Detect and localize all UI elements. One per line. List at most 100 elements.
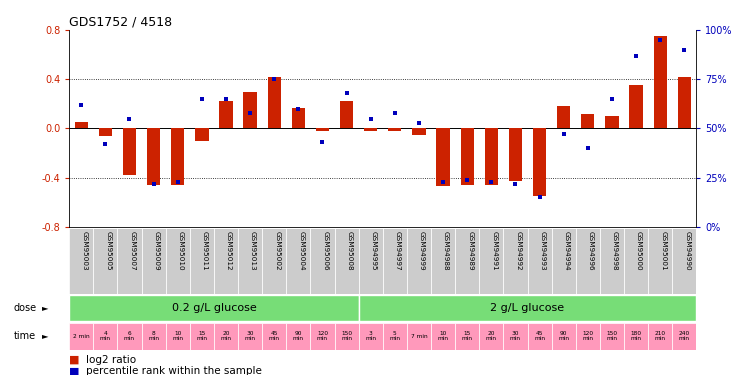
Text: 45
min: 45 min bbox=[534, 331, 545, 341]
Text: 10
min: 10 min bbox=[173, 331, 183, 341]
Text: 15
min: 15 min bbox=[196, 331, 208, 341]
Text: 150
min: 150 min bbox=[606, 331, 618, 341]
Bar bbox=[69, 295, 359, 321]
Text: ►: ► bbox=[42, 303, 48, 312]
Bar bbox=[316, 128, 329, 131]
Text: GSM95004: GSM95004 bbox=[298, 231, 304, 270]
Text: GSM95000: GSM95000 bbox=[636, 231, 642, 270]
Text: 15
min: 15 min bbox=[462, 331, 472, 341]
Bar bbox=[262, 322, 286, 350]
Bar bbox=[286, 322, 310, 350]
Bar bbox=[653, 36, 667, 128]
Text: dose: dose bbox=[13, 303, 36, 313]
Bar bbox=[171, 128, 185, 185]
Bar bbox=[74, 122, 88, 128]
Text: GSM94999: GSM94999 bbox=[419, 231, 425, 270]
Bar bbox=[268, 77, 281, 128]
Text: 7 min: 7 min bbox=[411, 333, 427, 339]
Bar bbox=[678, 77, 691, 128]
Text: GSM95012: GSM95012 bbox=[226, 231, 232, 270]
Text: GSM94998: GSM94998 bbox=[612, 231, 618, 270]
Text: GSM94988: GSM94988 bbox=[443, 231, 449, 270]
Text: 20
min: 20 min bbox=[220, 331, 231, 341]
Text: time: time bbox=[13, 331, 36, 341]
Bar bbox=[600, 322, 624, 350]
Text: 0.2 g/L glucose: 0.2 g/L glucose bbox=[172, 303, 256, 313]
Text: 90
min: 90 min bbox=[558, 331, 569, 341]
Text: 2 min: 2 min bbox=[73, 333, 89, 339]
Text: 150
min: 150 min bbox=[341, 331, 352, 341]
Bar bbox=[479, 322, 504, 350]
Bar bbox=[214, 322, 238, 350]
Bar bbox=[359, 295, 696, 321]
Text: 20
min: 20 min bbox=[486, 331, 497, 341]
Bar bbox=[648, 322, 673, 350]
Text: GSM94989: GSM94989 bbox=[467, 231, 473, 270]
Bar bbox=[359, 322, 383, 350]
Text: GSM95001: GSM95001 bbox=[660, 231, 666, 270]
Bar bbox=[431, 322, 455, 350]
Bar bbox=[99, 128, 112, 136]
Text: GDS1752 / 4518: GDS1752 / 4518 bbox=[69, 16, 173, 29]
Text: GSM94994: GSM94994 bbox=[564, 231, 570, 270]
Bar bbox=[141, 322, 166, 350]
Text: GSM94996: GSM94996 bbox=[588, 231, 594, 270]
Text: 30
min: 30 min bbox=[510, 331, 521, 341]
Text: 5
min: 5 min bbox=[389, 331, 400, 341]
Bar bbox=[166, 322, 190, 350]
Bar bbox=[624, 322, 648, 350]
Text: 6
min: 6 min bbox=[124, 331, 135, 341]
Text: 180
min: 180 min bbox=[630, 331, 641, 341]
Bar bbox=[364, 128, 377, 131]
Bar bbox=[527, 322, 551, 350]
Text: GSM95002: GSM95002 bbox=[275, 231, 280, 270]
Bar bbox=[629, 86, 643, 128]
Bar bbox=[335, 322, 359, 350]
Text: GSM94995: GSM94995 bbox=[371, 231, 376, 270]
Text: GSM95009: GSM95009 bbox=[153, 231, 160, 270]
Text: 90
min: 90 min bbox=[293, 331, 304, 341]
Bar bbox=[195, 128, 208, 141]
Text: 3
min: 3 min bbox=[365, 331, 376, 341]
Text: GSM94992: GSM94992 bbox=[516, 231, 522, 270]
Bar bbox=[123, 128, 136, 175]
Bar bbox=[484, 128, 498, 185]
Text: GSM95008: GSM95008 bbox=[347, 231, 353, 270]
Bar bbox=[533, 128, 546, 196]
Text: log2 ratio: log2 ratio bbox=[86, 355, 135, 365]
Bar bbox=[310, 322, 335, 350]
Bar bbox=[504, 322, 527, 350]
Bar bbox=[557, 106, 571, 128]
Bar bbox=[118, 322, 141, 350]
Text: percentile rank within the sample: percentile rank within the sample bbox=[86, 366, 261, 375]
Text: 120
min: 120 min bbox=[317, 331, 328, 341]
Text: GSM95010: GSM95010 bbox=[178, 231, 184, 270]
Bar bbox=[509, 128, 522, 182]
Text: GSM94990: GSM94990 bbox=[684, 231, 690, 270]
Text: GSM95003: GSM95003 bbox=[81, 231, 87, 270]
Text: GSM94993: GSM94993 bbox=[539, 231, 545, 270]
Text: 2 g/L glucose: 2 g/L glucose bbox=[490, 303, 565, 313]
Text: GSM95007: GSM95007 bbox=[129, 231, 135, 270]
Bar bbox=[551, 322, 576, 350]
Bar bbox=[147, 128, 160, 185]
Bar bbox=[238, 322, 262, 350]
Text: 210
min: 210 min bbox=[655, 331, 666, 341]
Text: ■: ■ bbox=[69, 355, 80, 365]
Text: 4
min: 4 min bbox=[100, 331, 111, 341]
Bar bbox=[576, 322, 600, 350]
Bar bbox=[383, 322, 407, 350]
Text: GSM95013: GSM95013 bbox=[250, 231, 256, 270]
Bar bbox=[388, 128, 402, 131]
Text: 8
min: 8 min bbox=[148, 331, 159, 341]
Text: 120
min: 120 min bbox=[583, 331, 594, 341]
Bar bbox=[93, 322, 118, 350]
Bar bbox=[455, 322, 479, 350]
Text: ■: ■ bbox=[69, 366, 80, 375]
Text: 45
min: 45 min bbox=[269, 331, 280, 341]
Text: ►: ► bbox=[42, 332, 48, 340]
Bar bbox=[292, 108, 305, 128]
Bar bbox=[437, 128, 449, 186]
Bar bbox=[340, 101, 353, 128]
Bar bbox=[219, 101, 233, 128]
